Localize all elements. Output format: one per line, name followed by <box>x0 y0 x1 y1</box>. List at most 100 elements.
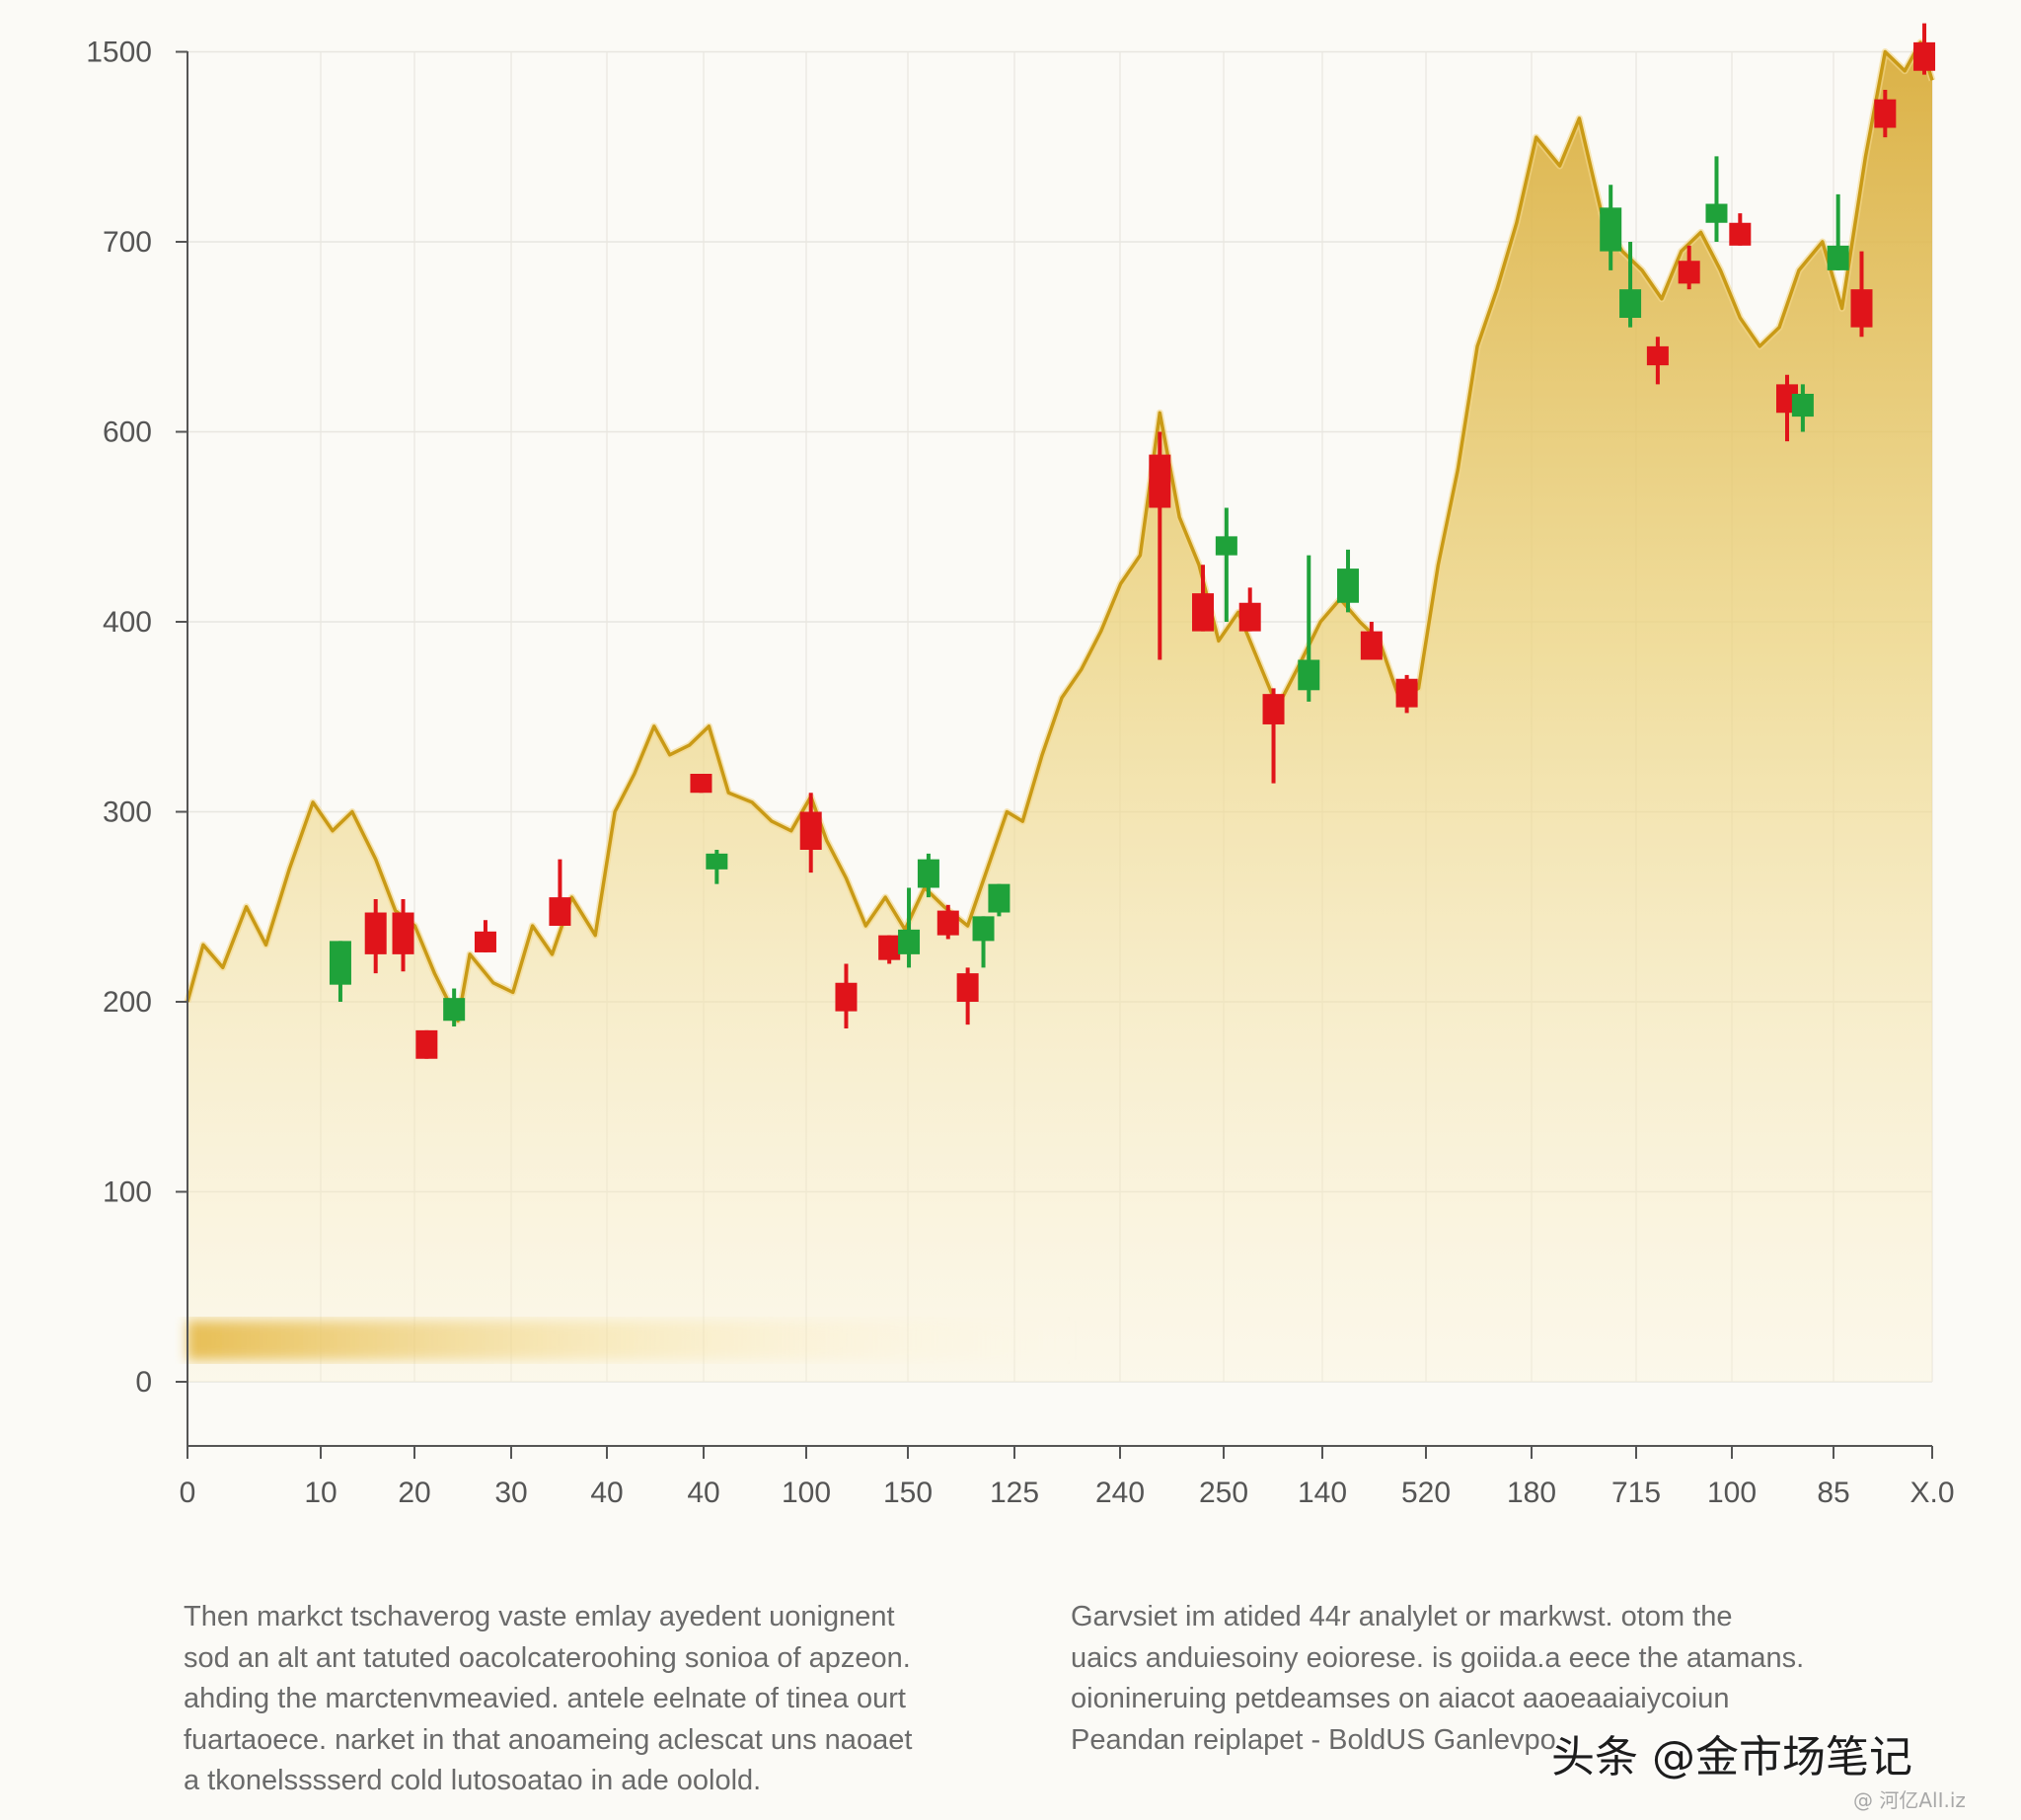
candle-body <box>898 929 921 954</box>
x-tick-label: 520 <box>1401 1477 1451 1509</box>
caption-right-line: uaics anduiesoiny eoiorese. is goiida.a … <box>1071 1641 1805 1674</box>
candle <box>364 899 387 974</box>
candle-body <box>1262 694 1285 724</box>
candle-body <box>956 973 979 1002</box>
x-tick-label: X.0 <box>1909 1477 1954 1509</box>
caption-right-line: Garvsiet im atided 44r analylet or markw… <box>1071 1601 1733 1632</box>
candle <box>1678 245 1700 290</box>
candle <box>1238 587 1261 632</box>
candle <box>972 916 995 968</box>
candle-body <box>474 931 496 952</box>
candle-body <box>1215 536 1237 556</box>
candle <box>1298 555 1320 702</box>
caption-right: Garvsiet im atided 44r analylet or markw… <box>1071 1597 1959 1761</box>
x-tick-label: 20 <box>398 1477 430 1509</box>
x-ticks: 0 10 20 30 40 40 100 150 125 240 250 140 520 180 715 10… <box>180 1446 1955 1509</box>
candle <box>1215 507 1237 622</box>
caption-left-line: ahding the marctenvmeavied. antele eelna… <box>184 1683 906 1714</box>
x-tick-label: 150 <box>883 1477 933 1509</box>
candle-body <box>1600 207 1622 252</box>
x-tick-label: 180 <box>1507 1477 1556 1509</box>
candle <box>936 904 959 940</box>
candle-body <box>1395 678 1418 708</box>
x-tick-label: 100 <box>1707 1477 1757 1509</box>
candle <box>835 963 858 1028</box>
axes <box>187 51 1932 1447</box>
caption-right-line: Peandan reiplapet - BoldUS Ganlevpo <box>1071 1723 1556 1756</box>
candle-body <box>972 916 995 942</box>
caption-left-line: a tkonelsssserd cold lutosoatao in ade o… <box>184 1765 762 1796</box>
candle <box>1619 242 1642 328</box>
x-tick-label: 30 <box>494 1477 527 1509</box>
candle-body <box>1149 454 1171 508</box>
candle <box>1395 674 1418 714</box>
watermark-main: 头条 @金市场笔记 <box>1551 1732 1912 1782</box>
y-tick-label: 400 <box>103 606 152 639</box>
candle-body <box>1678 261 1700 284</box>
candle <box>1192 565 1215 632</box>
x-tick-label: 100 <box>782 1477 831 1509</box>
y-tick-label: 600 <box>103 417 152 449</box>
candle <box>1360 622 1383 660</box>
candle-body <box>1238 602 1261 632</box>
y-tick-label: 300 <box>103 796 152 829</box>
candle <box>443 988 466 1027</box>
candle <box>1705 156 1728 242</box>
candle <box>988 883 1010 917</box>
candle-body <box>1791 394 1814 417</box>
candle-body <box>1850 289 1873 328</box>
candles <box>329 23 1936 1059</box>
candle-body <box>1913 41 1936 71</box>
candle-body <box>1705 203 1728 223</box>
candle <box>329 941 351 1002</box>
y-tick-label: 0 <box>135 1366 152 1399</box>
candle <box>1600 185 1622 270</box>
candle-body <box>917 859 939 888</box>
candle <box>1729 213 1752 246</box>
x-tick-label: 0 <box>180 1477 196 1509</box>
candle <box>690 774 712 794</box>
candle <box>1791 384 1814 432</box>
candle-body <box>1619 289 1642 318</box>
y-tick-label: 1500 <box>86 37 152 69</box>
caption-left-line: sod an alt ant tatuted oacolcateroohing … <box>184 1641 911 1674</box>
watermark-sub: @ 河亿AlI.iz <box>1853 1788 1966 1812</box>
candle-body <box>878 935 901 960</box>
candle-body <box>329 941 351 985</box>
candle <box>799 793 822 873</box>
candle-body <box>1192 593 1215 632</box>
candle-body <box>835 982 858 1012</box>
candle <box>917 853 939 898</box>
candle-body <box>1729 222 1752 246</box>
x-tick-label: 140 <box>1298 1477 1347 1509</box>
candle-body <box>1337 569 1360 603</box>
candle <box>1913 23 1936 75</box>
candle <box>392 899 414 972</box>
candle-body <box>706 853 728 870</box>
y-tick-label: 100 <box>103 1176 152 1209</box>
candle-body <box>1827 245 1849 270</box>
candle-body <box>1646 345 1669 366</box>
series-lines <box>184 38 1936 1024</box>
candle-body <box>1874 99 1897 128</box>
candle <box>898 887 921 968</box>
candle <box>1827 193 1849 270</box>
candle-body <box>443 998 466 1022</box>
candle-body <box>364 912 387 954</box>
x-tick-label: 40 <box>590 1477 623 1509</box>
candle <box>1874 90 1897 138</box>
candle-body <box>415 1029 438 1059</box>
candle <box>878 935 901 964</box>
candle-body <box>549 897 571 926</box>
x-tick-label: 715 <box>1611 1477 1661 1509</box>
candle <box>956 967 979 1025</box>
candle-body <box>1298 659 1320 691</box>
candle <box>549 859 571 926</box>
candle <box>1646 337 1669 385</box>
candle-body <box>392 912 414 954</box>
candle <box>706 850 728 884</box>
x-tick-label: 240 <box>1095 1477 1145 1509</box>
series-line <box>186 40 1934 1024</box>
candle-body <box>936 910 959 936</box>
